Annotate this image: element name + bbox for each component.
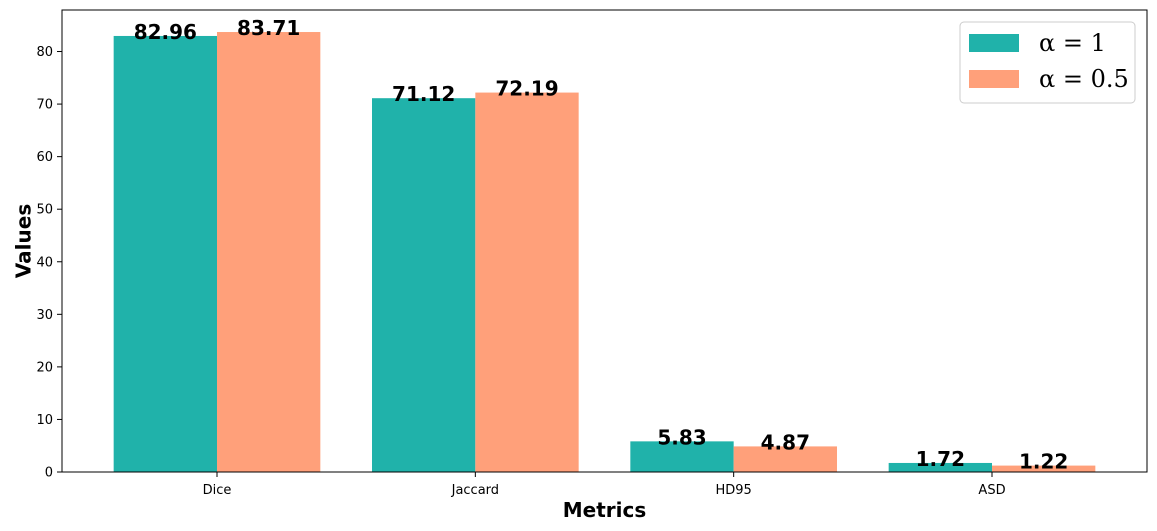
- y-tick-label: 80: [36, 45, 53, 60]
- x-tick-label: HD95: [716, 483, 752, 498]
- x-tick-label: Dice: [203, 483, 232, 498]
- bar-asd-series-1: [888, 462, 992, 472]
- data-label: 82.96: [134, 20, 197, 44]
- bar-asd-series-2: [992, 465, 1096, 472]
- bar-jaccard-series-1: [372, 98, 476, 472]
- x-axis: Dice Jaccard HD95 ASD: [203, 472, 1006, 498]
- data-label: 1.72: [916, 447, 965, 471]
- y-tick-label: 30: [36, 308, 53, 323]
- data-label: 83.71: [237, 16, 300, 40]
- data-label: 4.87: [761, 430, 810, 454]
- y-axis: 0 10 20 30 40 50 60 70 80: [36, 45, 62, 481]
- bar-hd95-series-1: [630, 441, 734, 472]
- data-label: 72.19: [495, 77, 558, 101]
- bar-jaccard-series-2: [475, 92, 579, 473]
- bar-dice-series-2: [217, 32, 321, 473]
- x-axis-title: Metrics: [563, 498, 647, 522]
- y-tick-label: 60: [36, 150, 53, 165]
- legend-swatch: [969, 70, 1019, 88]
- legend-label: α = 1: [1039, 29, 1106, 57]
- data-label: 71.12: [392, 82, 455, 106]
- legend-label: α = 0.5: [1039, 65, 1129, 93]
- legend: α = 1 α = 0.5: [959, 21, 1136, 104]
- x-tick-label: Jaccard: [451, 483, 499, 498]
- x-tick-label: ASD: [978, 483, 1005, 498]
- data-label: 1.22: [1019, 450, 1068, 474]
- y-axis-title: Values: [12, 204, 36, 278]
- y-tick-label: 20: [36, 360, 53, 375]
- data-label: 5.83: [657, 425, 706, 449]
- y-tick-label: 0: [45, 466, 53, 481]
- y-tick-label: 70: [36, 98, 53, 113]
- bars-layer: [113, 32, 1096, 473]
- data-labels-layer: 82.96 71.12 5.83 1.72 83.71 72.19 4.87 1.22: [134, 16, 1069, 474]
- y-tick-label: 10: [36, 413, 53, 428]
- bar-hd95-series-2: [733, 446, 837, 472]
- y-tick-label: 50: [36, 203, 53, 218]
- plot-frame: [61, 9, 1148, 473]
- legend-swatch: [969, 34, 1019, 52]
- bar-dice-series-1: [113, 35, 217, 472]
- y-tick-label: 40: [36, 255, 53, 270]
